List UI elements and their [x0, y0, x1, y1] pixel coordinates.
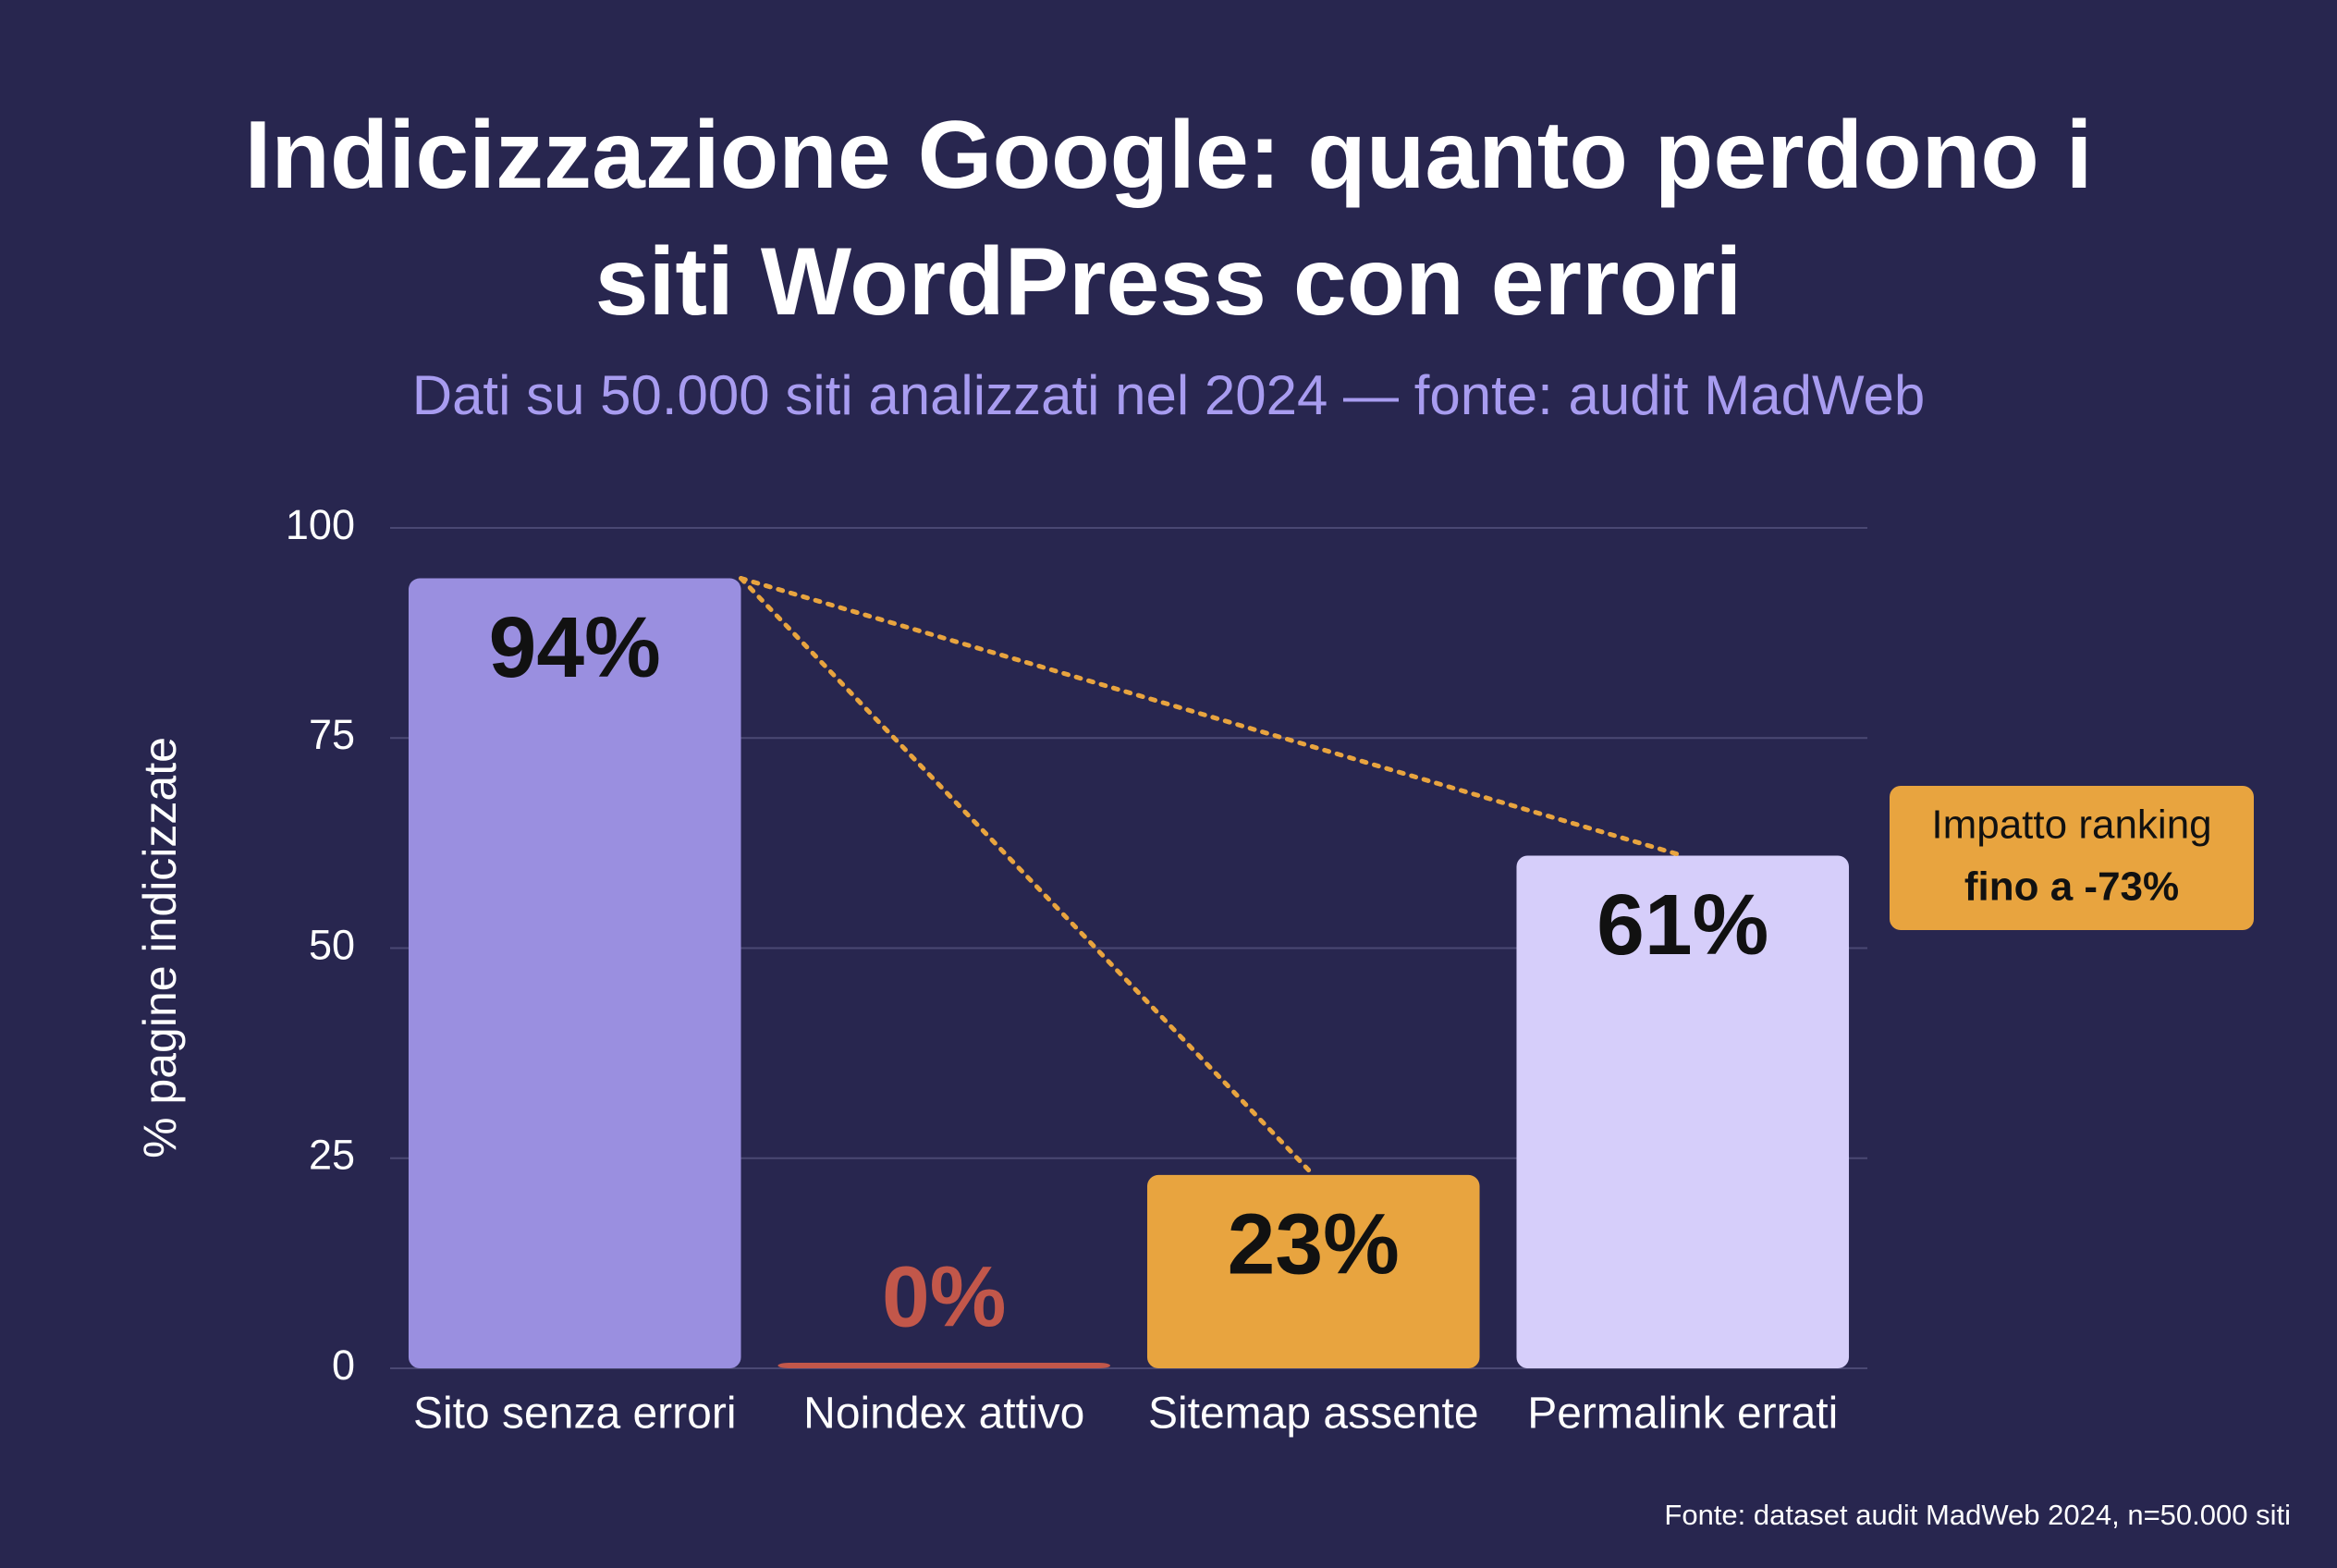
source-note: Fonte: dataset audit MadWeb 2024, n=50.0… [1664, 1499, 2291, 1531]
connector [739, 576, 1685, 859]
annotation-box [1890, 786, 2254, 930]
value-label: 23% [1228, 1195, 1400, 1292]
bar [408, 578, 741, 1368]
y-axis-label: % pagine indicizzate [134, 737, 186, 1158]
value-label: 0% [882, 1249, 1006, 1345]
y-tick-label: 100 [286, 501, 355, 548]
x-tick-label: Permalink errati [1527, 1390, 1838, 1439]
y-tick-label: 25 [309, 1132, 355, 1179]
x-tick-label: Sitemap assente [1148, 1390, 1479, 1439]
bar [777, 1363, 1111, 1368]
x-tick-label: Noindex attivo [803, 1390, 1084, 1439]
x-tick-label: Sito senza errori [413, 1390, 736, 1439]
y-tick-label: 50 [309, 921, 355, 968]
bar [1146, 1174, 1480, 1368]
value-label: 61% [1597, 876, 1768, 973]
chart-subtitle: Dati su 50.000 siti analizzati nel 2024 … [412, 364, 1926, 426]
chart-title: Indicizzazione Google: quanto perdono i … [244, 102, 2093, 336]
y-tick-label: 0 [332, 1341, 355, 1389]
connector [739, 576, 1316, 1178]
bar [1516, 855, 1850, 1368]
value-label: 94% [489, 599, 661, 695]
y-tick-label: 75 [309, 711, 355, 758]
annotation-text: Impatto ranking [1931, 802, 2211, 848]
annotation-text: fino a -73% [1964, 864, 2179, 910]
